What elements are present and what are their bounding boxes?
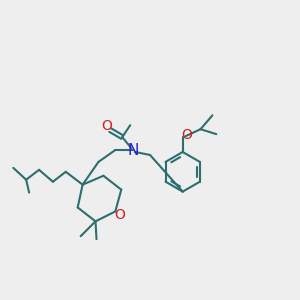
Text: O: O bbox=[101, 119, 112, 133]
Text: O: O bbox=[114, 208, 125, 222]
Text: O: O bbox=[181, 128, 192, 142]
Text: N: N bbox=[128, 142, 139, 158]
